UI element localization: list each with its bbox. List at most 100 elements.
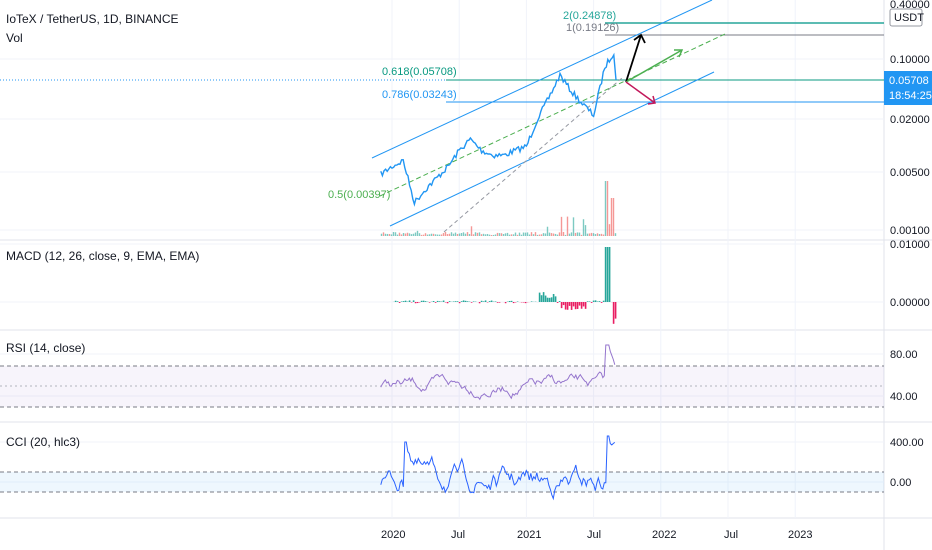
macd-bar [420, 300, 423, 302]
macd-bar [448, 301, 451, 302]
volume-bar [520, 234, 523, 236]
currency-badge[interactable] [889, 8, 923, 27]
volume-bar [578, 232, 581, 236]
volume-bar [490, 234, 493, 236]
time-axis: 2020 Jul 2021 Jul 2022 Jul 2023 [381, 529, 812, 541]
volume-bar [580, 234, 583, 236]
macd-bar [412, 300, 415, 302]
rsi-tick: 80.00 [890, 349, 918, 361]
volume-bar [504, 233, 507, 236]
macd-bar [540, 295, 543, 302]
macd-bar [512, 302, 515, 304]
volume-bar [436, 234, 439, 236]
macd-bar [596, 301, 599, 302]
volume-bar [590, 232, 593, 236]
volume-bar [476, 232, 479, 236]
time-tick: Jul [587, 529, 601, 541]
price-tick: 0.00500 [890, 167, 930, 179]
volume-bar [380, 233, 383, 236]
channel-upper [371, 0, 713, 159]
volume-bar [602, 234, 605, 236]
symbol-title: IoTeX / TetherUS, 1D, BINANCE [6, 12, 179, 26]
current-price-value: 0.05708 [889, 75, 929, 87]
time-tick: 2022 [652, 529, 676, 541]
volume-bar [444, 232, 447, 236]
volume-bar [398, 232, 401, 236]
volume-bar [422, 234, 425, 236]
volume-bar [466, 232, 469, 236]
volume-bar [494, 234, 497, 236]
macd-tick: 0.00000 [890, 297, 930, 309]
trend-dashed [443, 77, 623, 233]
macd-bar [436, 300, 439, 302]
price-tick: 0.02000 [890, 114, 930, 126]
macd-bar [414, 302, 417, 304]
volume-bar [552, 233, 555, 236]
volume-bar [564, 234, 567, 236]
macd-bar [508, 301, 511, 302]
macd-label: MACD (12, 26, close, 9, EMA, EMA) [6, 249, 199, 263]
macd-bar [586, 301, 589, 302]
fib-label-0618: 0.618(0.05708) [382, 66, 457, 78]
volume-bar [558, 232, 561, 236]
volume-bar [464, 233, 467, 236]
macd-bar [496, 302, 499, 303]
volume-bar [456, 233, 459, 236]
volume-bar [412, 233, 415, 236]
macd-bar [600, 302, 603, 303]
fib-label-1: 1(0.19126) [566, 22, 619, 34]
macd-bar [428, 302, 431, 303]
volume-bar [560, 216, 563, 236]
volume-bar [516, 234, 519, 236]
volume-bar [570, 232, 573, 236]
volume-bar [506, 232, 509, 236]
macd-bar [570, 302, 573, 310]
macd-bar [396, 301, 399, 302]
volume-bar [486, 233, 489, 236]
macd-bar [556, 302, 559, 303]
macd-bar [598, 301, 601, 302]
macd-bar [602, 300, 605, 302]
volume-bar [416, 230, 419, 236]
macd-bar [438, 301, 441, 302]
macd-bar [510, 300, 513, 302]
macd-bar [566, 302, 569, 310]
volume-bar [584, 225, 587, 236]
macd-bar [562, 302, 565, 306]
volume-bar [442, 233, 445, 236]
volume-bar [450, 232, 453, 236]
volume-bar [586, 233, 589, 236]
price-tick: 0.00100 [890, 225, 930, 237]
volume-bar [488, 234, 491, 236]
volume-bar [396, 234, 399, 236]
volume-bar [562, 232, 565, 236]
macd-bar [542, 292, 545, 302]
volume-bar [536, 234, 539, 236]
macd-bar [574, 302, 577, 310]
volume-bar [598, 233, 601, 236]
volume-bar [594, 234, 597, 236]
volume-bar [406, 232, 409, 236]
macd-bar [494, 301, 497, 302]
volume-label: Vol [6, 31, 23, 45]
macd-bar [442, 300, 445, 302]
macd-tick: 0.01000 [890, 239, 930, 251]
volume-bar [496, 232, 499, 236]
cci-line [380, 435, 616, 501]
macd-bar [460, 301, 463, 302]
mid-arrow-head [674, 49, 684, 58]
volume-bar [460, 233, 463, 236]
volume-bar [392, 232, 395, 236]
cci-band [0, 472, 884, 492]
cci-tick: 400.00 [890, 437, 924, 449]
macd-bar [612, 302, 615, 324]
channel-lower [389, 71, 715, 227]
volume-bar [480, 234, 483, 236]
volume-bar [410, 234, 413, 236]
volume-bar [518, 232, 521, 236]
current-price-badge [884, 71, 932, 105]
macd-bar [424, 301, 427, 302]
macd-bar [590, 302, 593, 303]
macd-bar [594, 300, 597, 302]
volume-bar [608, 224, 611, 236]
